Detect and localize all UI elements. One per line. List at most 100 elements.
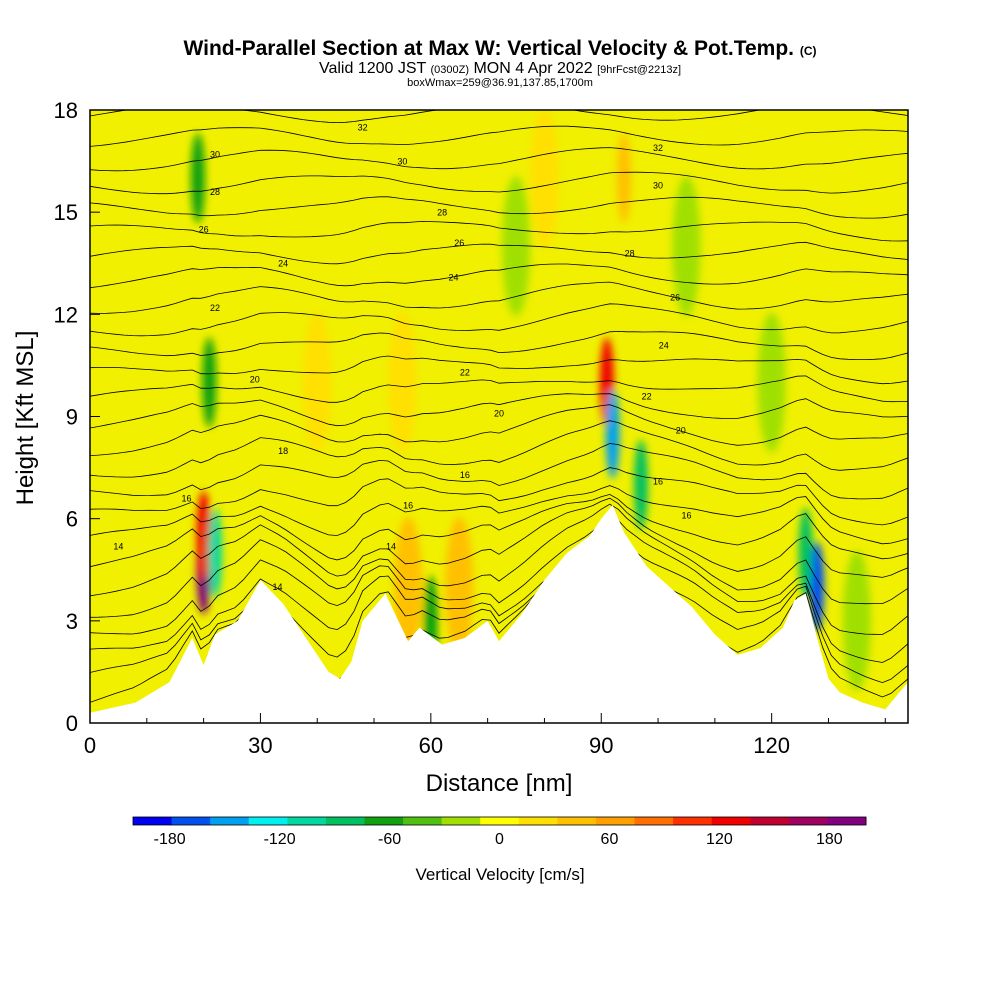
colorbar-tick-120: 120 — [706, 831, 733, 848]
theta-label-0: 14 — [113, 541, 123, 551]
colorbar-swatch-15 — [711, 817, 751, 825]
theta-contour-9 — [90, 443, 908, 500]
colorbar-frame — [132, 816, 867, 826]
theta-contour-2 — [90, 529, 908, 663]
theta-contour-13 — [90, 375, 908, 403]
velocity-cell-11 — [394, 516, 423, 657]
velocity-cell-3 — [202, 337, 217, 428]
y-tick-label-18: 18 — [54, 98, 78, 123]
theta-contour-22 — [90, 171, 908, 195]
theta-label-14: 22 — [210, 303, 220, 313]
theta-contour-14 — [90, 355, 908, 385]
theta-label-11: 20 — [250, 374, 260, 384]
theta-contour-19 — [90, 241, 908, 265]
theta-label-20: 26 — [454, 238, 464, 248]
theta-contour-8 — [90, 467, 908, 526]
theta-contour-labels: 14 14 14 16 16 16 16 16 18 20 20 20 22 22 22 24 24 24 26 26… — [113, 122, 691, 592]
y-tick-label-3: 3 — [66, 609, 78, 634]
colorbar-swatch-1 — [171, 817, 211, 825]
colorbar-swatch-0 — [133, 817, 173, 825]
theta-label-8: 18 — [278, 446, 288, 456]
chart-title: Wind-Parallel Section at Max W: Vertical… — [183, 37, 817, 60]
colorbar-swatch-11 — [557, 817, 597, 825]
theta-contour-3 — [90, 515, 908, 635]
theta-contour-21 — [90, 196, 908, 219]
theta-label-26: 30 — [397, 156, 407, 166]
colorbar-swatch-2 — [210, 817, 250, 825]
y-tick-label-0: 0 — [66, 711, 78, 736]
y-axis-label: Height [Kft MSL] — [12, 331, 39, 506]
velocity-cell-18 — [672, 176, 701, 317]
theta-label-25: 30 — [210, 150, 220, 160]
theta-contour-12 — [90, 393, 908, 429]
theta-contour-16 — [90, 303, 908, 337]
velocity-cell-12 — [445, 516, 474, 657]
x-tick-label-30: 30 — [248, 733, 272, 758]
theta-label-10: 20 — [676, 426, 686, 436]
colorbar: -180 -120 -60 0 60 120 180 — [132, 816, 867, 848]
colorbar-swatch-16 — [750, 817, 790, 825]
theta-label-13: 22 — [642, 391, 652, 401]
colorbar-tick-180: 180 — [816, 831, 843, 848]
colorbar-tick-60: 60 — [601, 831, 619, 848]
theta-label-24: 30 — [653, 180, 663, 190]
theta-contour-15 — [90, 330, 908, 360]
y-axis: 0 3 6 9 12 15 18 — [54, 98, 100, 736]
theta-contours — [90, 110, 908, 703]
theta-label-2: 14 — [386, 541, 396, 551]
velocity-cell-9 — [798, 507, 813, 598]
theta-label-12: 22 — [460, 368, 470, 378]
terrain-mask — [90, 505, 908, 723]
y-tick-label-9: 9 — [66, 405, 78, 430]
velocity-cell-14 — [388, 312, 417, 453]
theta-contour-20 — [90, 220, 908, 242]
theta-label-19: 26 — [199, 225, 209, 235]
velocity-cell-16 — [616, 133, 631, 224]
velocity-cell-20 — [842, 550, 871, 691]
colorbar-swatch-4 — [287, 817, 327, 825]
colorbar-swatch-3 — [248, 817, 288, 825]
theta-label-3: 16 — [182, 494, 192, 504]
theta-contour-4 — [90, 503, 908, 618]
theta-contour-17 — [90, 281, 908, 314]
theta-contour-1 — [90, 536, 908, 684]
theta-label-27: 32 — [358, 122, 368, 132]
colorbar-swatch-17 — [788, 817, 828, 825]
theta-label-21: 28 — [625, 248, 635, 258]
colorbar-label: Vertical Velocity [cm/s] — [415, 865, 584, 884]
theta-contour-5 — [90, 497, 908, 597]
x-axis-label: Distance [nm] — [426, 770, 573, 797]
theta-label-9: 20 — [494, 409, 504, 419]
theta-label-28: 32 — [653, 143, 663, 153]
colorbar-swatch-18 — [827, 817, 867, 825]
colorbar-tick--60: -60 — [378, 831, 401, 848]
colorbar-swatch-5 — [325, 817, 365, 825]
colorbar-swatch-12 — [595, 817, 636, 825]
x-tick-label-120: 120 — [753, 733, 790, 758]
velocity-cell-2 — [207, 507, 222, 598]
velocity-cell-19 — [757, 312, 786, 453]
colorbar-swatch-10 — [518, 817, 558, 825]
colorbar-swatch-6 — [364, 817, 404, 825]
theta-label-15: 24 — [659, 340, 669, 350]
theta-contour-10 — [90, 420, 908, 478]
velocity-cell-6 — [605, 388, 620, 479]
colorbar-tick--120: -120 — [264, 831, 296, 848]
theta-contour-11 — [90, 404, 908, 456]
colorbar-swatch-14 — [673, 817, 713, 825]
theta-label-4: 16 — [403, 500, 413, 510]
velocity-cell-17 — [502, 176, 531, 317]
chart-box-info: boxWmax=259@36.91,137.85,1700m — [407, 77, 593, 89]
colorbar-tick-0: 0 — [495, 831, 504, 848]
y-tick-label-12: 12 — [54, 302, 78, 327]
velocity-cell-13 — [303, 312, 332, 453]
theta-label-7: 16 — [681, 511, 691, 521]
theta-contour-0 — [90, 533, 908, 703]
y-tick-label-15: 15 — [54, 200, 78, 225]
chart-valid-line: Valid 1200 JST (0300Z) MON 4 Apr 2022 [9… — [318, 60, 682, 77]
theta-label-1: 14 — [272, 582, 282, 592]
colorbar-swatch-9 — [480, 817, 520, 825]
theta-label-17: 24 — [449, 272, 459, 282]
theta-label-22: 28 — [210, 187, 220, 197]
theta-contour-24 — [90, 125, 908, 147]
